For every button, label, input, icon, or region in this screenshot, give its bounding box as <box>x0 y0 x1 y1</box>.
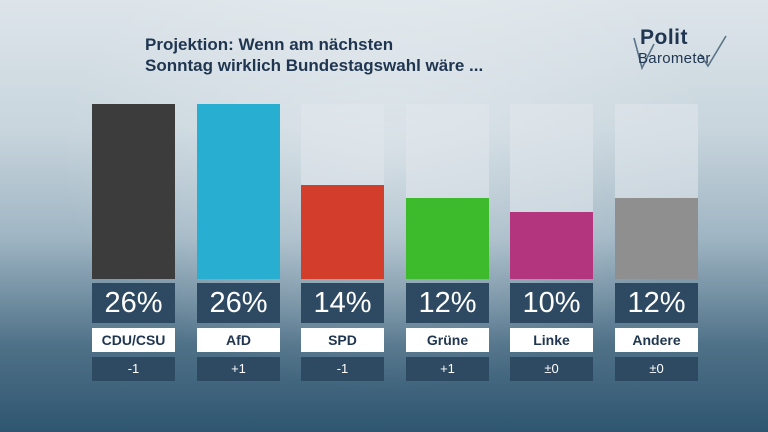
change-label-linke: ±0 <box>510 357 593 381</box>
logo-word-barometer: Barometer <box>638 50 711 67</box>
bar-cdu-csu <box>92 104 175 279</box>
category-label-andere: Andere <box>615 328 698 352</box>
bar-andere <box>615 198 698 279</box>
change-label-spd: -1 <box>301 357 384 381</box>
bar-spd <box>301 185 384 279</box>
chart-title: Projektion: Wenn am nächsten Sonntag wir… <box>145 34 585 76</box>
bar-afd <box>197 104 280 279</box>
logo-word-polit: Polit <box>640 26 688 49</box>
value-label-spd: 14% <box>301 283 384 323</box>
change-label-afd: +1 <box>197 357 280 381</box>
change-label-cdu-csu: -1 <box>92 357 175 381</box>
category-label-spd: SPD <box>301 328 384 352</box>
politbarometer-logo: Polit Barometer <box>630 24 730 72</box>
category-label-gr-ne: Grüne <box>406 328 489 352</box>
change-label-gr-ne: +1 <box>406 357 489 381</box>
value-label-gr-ne: 12% <box>406 283 489 323</box>
value-label-cdu-csu: 26% <box>92 283 175 323</box>
bar-linke <box>510 212 593 279</box>
chart-title-line1: Projektion: Wenn am nächsten <box>145 35 394 54</box>
value-label-andere: 12% <box>615 283 698 323</box>
category-label-linke: Linke <box>510 328 593 352</box>
bar-gr-ne <box>406 198 489 279</box>
value-label-afd: 26% <box>197 283 280 323</box>
category-label-afd: AfD <box>197 328 280 352</box>
category-label-cdu-csu: CDU/CSU <box>92 328 175 352</box>
logo-check-icon <box>633 35 727 71</box>
change-label-andere: ±0 <box>615 357 698 381</box>
chart-title-line2: Sonntag wirklich Bundestagswahl wäre ... <box>145 56 484 75</box>
value-label-linke: 10% <box>510 283 593 323</box>
